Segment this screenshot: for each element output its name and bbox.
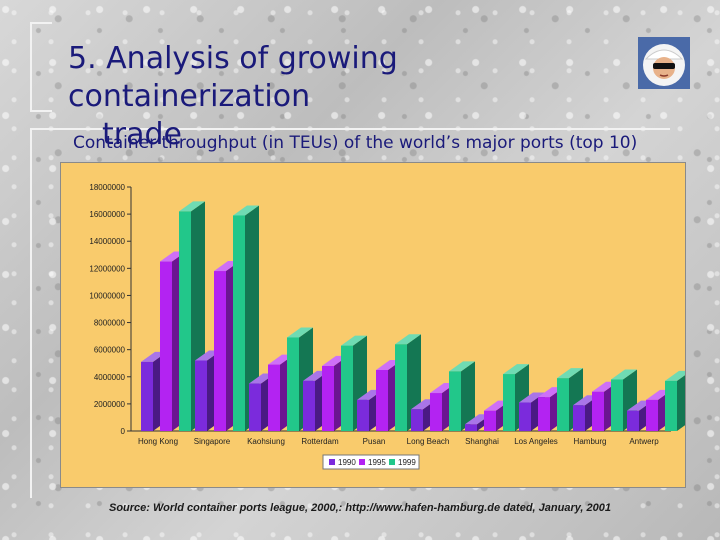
bar [449,371,461,431]
bar [573,405,585,431]
bar-top [341,335,367,346]
bar [538,397,550,431]
bar [357,399,369,431]
bar [341,345,353,431]
slide-title: 5. Analysis of growing containerization … [68,40,628,154]
bar-top [395,334,421,345]
bar [195,360,207,431]
bar [611,379,623,431]
decorative-frame-rule [30,128,670,130]
source-note: Source: World container ports league, 20… [108,502,612,514]
bar [179,211,191,431]
x-tick-label: Hamburg [574,437,607,446]
bar [287,337,299,431]
bar-top [611,369,637,380]
bar-top [449,361,475,372]
y-tick-label: 8000000 [94,319,126,328]
y-tick-label: 18000000 [89,183,125,192]
bar [322,365,334,431]
bar [627,410,639,431]
bar [519,402,531,431]
x-tick-label: Hong Kong [138,437,178,446]
x-tick-label: Kaohsiung [247,437,285,446]
bar [557,378,569,431]
bar [503,374,515,431]
bar [411,409,423,431]
y-tick-label: 16000000 [89,210,125,219]
decorative-frame-left [30,128,44,498]
legend-box [322,454,420,470]
bar [303,380,315,431]
y-tick-label: 4000000 [94,373,126,382]
x-tick-label: Rotterdam [301,437,339,446]
legend-swatch [389,459,395,465]
bar-chart: 0 2000000 4000000 6000000 8000000 10000000 120… [89,183,691,470]
bar-top [557,368,583,379]
y-tick-label: 2000000 [94,400,126,409]
bar [268,364,280,431]
bar-top [503,364,529,375]
bar [249,383,261,431]
x-tick-label: Antwerp [629,437,659,446]
decorative-frame-top [30,22,52,112]
bar-top [179,201,205,212]
bar [214,271,226,431]
legend-label: 1999 [398,458,416,467]
x-tick-label: Singapore [194,437,231,446]
bar [141,361,153,431]
bar [430,393,442,431]
slide-subtitle: Container throughput (in TEUs) of the wo… [73,133,638,153]
chart-panel: 0 2000000 4000000 6000000 8000000 10000000 120… [60,162,691,488]
bar [376,370,388,431]
bar [160,261,172,431]
bar-top [665,370,691,381]
legend-swatch [359,459,365,465]
y-tick-label: 6000000 [94,346,126,355]
legend-swatch [329,459,335,465]
bar [233,215,245,431]
bar [592,391,604,431]
slide-title-line1: 5. Analysis of growing containerization [68,41,398,114]
y-tick-label: 14000000 [89,237,125,246]
legend-label: 1990 [338,458,356,467]
x-tick-label: Los Angeles [514,437,558,446]
x-tick-label: Shanghai [465,437,499,446]
bar-top [287,327,313,338]
legend-label: 1995 [368,458,386,467]
bar-side [461,361,475,431]
bar [646,399,658,431]
bar [395,344,407,431]
bar-side [245,205,259,431]
y-tick-label: 10000000 [89,291,125,300]
slide-title-line2: trade [102,117,182,152]
bar-top [519,392,545,403]
y-tick-label: 12000000 [89,264,125,273]
bar [665,380,677,431]
bar [484,410,496,431]
x-tick-label: Long Beach [407,437,450,446]
bar-top [233,205,259,216]
y-tick-label: 0 [121,427,126,436]
bar [465,424,477,431]
sailor-face-icon [638,37,690,89]
x-tick-label: Pusan [363,437,386,446]
